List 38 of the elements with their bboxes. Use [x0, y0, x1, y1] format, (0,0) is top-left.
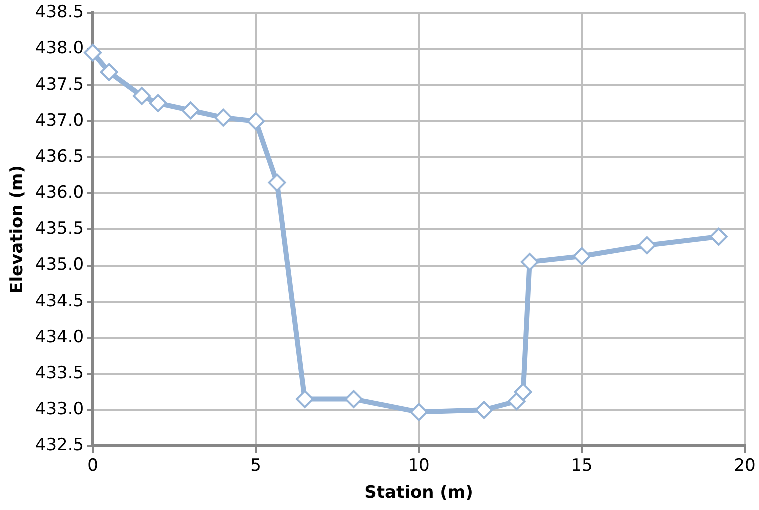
point: [520, 253, 539, 272]
point: [710, 228, 728, 246]
point: [514, 383, 532, 402]
y-tick-label: 437.0: [35, 110, 84, 131]
x-tick-label: 5: [250, 456, 262, 476]
y-tick-label: 436.5: [35, 146, 84, 167]
y-tick-label: 435.5: [35, 219, 84, 240]
point: [573, 247, 592, 266]
point: [149, 94, 168, 112]
x-tick-label: 10: [408, 456, 430, 476]
point: [268, 174, 286, 192]
x-tick-label: 0: [88, 456, 98, 476]
point: [132, 87, 151, 106]
point: [182, 102, 200, 120]
point: [508, 392, 526, 410]
x-tick-label: 15: [571, 456, 593, 476]
y-tick-label: 432.5: [35, 436, 84, 456]
y-tick-label: 437.5: [35, 74, 84, 95]
point: [475, 401, 494, 420]
point: [100, 63, 118, 82]
point: [638, 236, 656, 255]
point: [247, 112, 266, 130]
point: [84, 44, 102, 62]
y-tick-label: 435.0: [35, 255, 84, 276]
x-axis-title: Station (m): [364, 483, 474, 504]
y-tick-label: 438.0: [35, 38, 84, 59]
x-tick-label: 20: [734, 456, 756, 476]
y-axis-title: Elevation (m): [8, 165, 28, 294]
y-tick-label: 436.0: [35, 183, 84, 204]
y-tick-label: 438.5: [35, 2, 84, 23]
y-tick-label: 434.5: [35, 291, 84, 312]
point: [344, 390, 363, 408]
y-tick-label: 433.5: [35, 363, 84, 384]
point: [296, 390, 314, 408]
y-tick-label: 434.0: [35, 327, 84, 348]
point: [410, 403, 428, 422]
y-tick-label: 433.0: [35, 400, 84, 420]
point: [214, 108, 232, 127]
